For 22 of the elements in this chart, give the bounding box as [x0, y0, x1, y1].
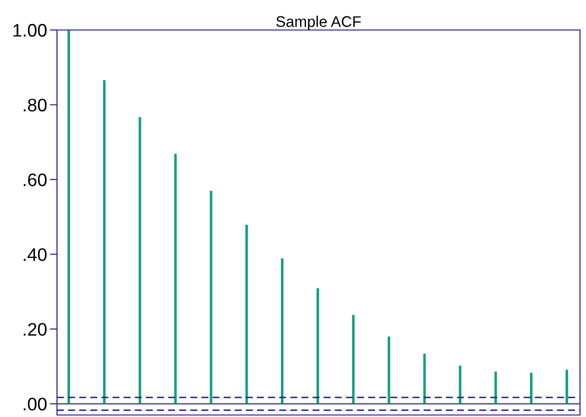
y-tick-label: .40 — [24, 248, 47, 261]
bar — [316, 288, 320, 404]
bar — [245, 224, 248, 404]
bar — [67, 30, 70, 404]
y-tick-label: 1.00 — [14, 24, 47, 37]
y-tick-label: .60 — [24, 173, 47, 186]
bar — [458, 366, 462, 404]
bar — [352, 314, 355, 404]
y-tick-label: .80 — [24, 98, 47, 112]
bar — [138, 117, 142, 404]
bar — [530, 372, 533, 404]
bar — [494, 372, 497, 404]
bar — [388, 336, 390, 404]
bar — [103, 80, 106, 404]
y-tick-label: .20 — [24, 322, 47, 336]
bar — [566, 370, 568, 404]
bar — [280, 258, 284, 404]
bar — [423, 354, 426, 404]
chart-title: Sample ACF — [276, 16, 361, 30]
bar — [210, 190, 212, 404]
y-tick-label: .00 — [24, 398, 47, 411]
bar — [174, 154, 177, 404]
